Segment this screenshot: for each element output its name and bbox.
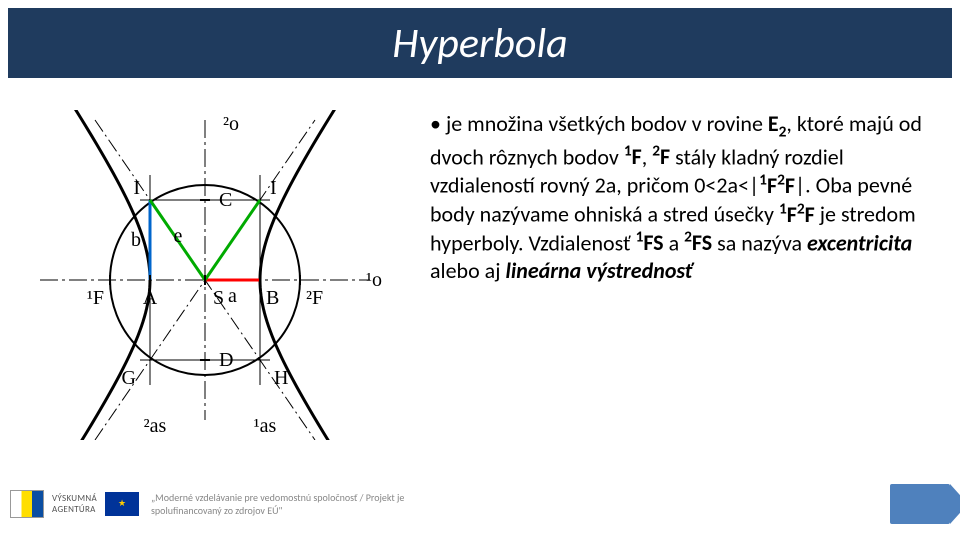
emph-excentricita: excentricita [807, 229, 912, 256]
footer-quote: „Moderné vzdelávanie pre vedomostnú spol… [147, 491, 407, 517]
svg-text:H: H [274, 367, 288, 389]
txt: 2 [652, 142, 660, 161]
svg-text:I: I [270, 177, 277, 199]
agency-label: VÝSKUMNÁ AGENTÚRA [52, 493, 97, 515]
svg-text:²as: ²as [144, 415, 167, 437]
svg-text:²o: ²o [223, 113, 239, 135]
txt: sa nazýva [712, 229, 807, 256]
svg-text:C: C [219, 189, 232, 211]
txt: 2 [684, 228, 692, 247]
text-column: je množina všetkých bodov v rovine E2, k… [420, 100, 960, 460]
definition-text: je množina všetkých bodov v rovine E2, k… [430, 110, 930, 284]
txt: 1 [624, 142, 632, 161]
svg-text:D: D [219, 349, 233, 371]
svg-text:¹as: ¹as [254, 415, 277, 437]
txt: F [767, 172, 777, 199]
footer-logos: VÝSKUMNÁ AGENTÚRA „Moderné vzdelávanie p… [10, 490, 407, 518]
natl-logo-icon [10, 490, 44, 518]
hyperbola-diagram: ²o C I Ib e a ¹F A S B ²F ¹o G D H ²as ¹as [30, 110, 390, 440]
content-row: ²o C I Ib e a ¹F A S B ²F ¹o G D H ²as ¹as je množina vš… [0, 100, 960, 460]
txt: , [642, 143, 652, 170]
svg-text:¹F: ¹F [87, 287, 104, 309]
txt: F [805, 201, 815, 228]
txt: F [660, 143, 670, 170]
next-arrow-button[interactable] [890, 484, 950, 524]
txt: FS [692, 229, 712, 256]
svg-text:B: B [266, 287, 279, 309]
txt: FS [643, 229, 663, 256]
svg-text:b: b [131, 229, 141, 251]
txt: 2 [797, 199, 805, 218]
svg-text:G: G [122, 367, 136, 389]
txt: 1 [759, 170, 767, 189]
diagram-column: ²o C I Ib e a ¹F A S B ²F ¹o G D H ²as ¹as [0, 100, 420, 460]
footer: VÝSKUMNÁ AGENTÚRA „Moderné vzdelávanie p… [10, 474, 950, 534]
title-bar: Hyperbola [8, 8, 952, 78]
agency-top: VÝSKUMNÁ [52, 493, 97, 504]
txt: je množina všetkých bodov v rovine [446, 110, 768, 137]
svg-text:S: S [213, 287, 224, 309]
txt: F [785, 172, 795, 199]
txt: 1 [779, 199, 787, 218]
agency-bottom: AGENTÚRA [52, 504, 97, 515]
svg-text:e: e [174, 225, 183, 247]
txt: E [768, 110, 779, 137]
svg-text:¹o: ¹o [366, 269, 382, 291]
txt: 2 [777, 170, 785, 189]
slide-title: Hyperbola [392, 18, 567, 69]
txt: alebo aj [430, 257, 505, 284]
slide: Hyperbola ²o C I Ib e a ¹F A S B ²F ¹o G D H ²as ¹as je … [0, 0, 960, 540]
txt: F [787, 201, 797, 228]
emph-linearna: lineárna výstrednosť [505, 257, 692, 284]
svg-text:a: a [228, 285, 237, 307]
eu-flag-icon [105, 492, 139, 516]
txt: a [664, 229, 685, 256]
txt: F [632, 143, 642, 170]
svg-text:I: I [133, 177, 140, 199]
svg-text:A: A [143, 287, 158, 309]
svg-text:²F: ²F [306, 287, 323, 309]
